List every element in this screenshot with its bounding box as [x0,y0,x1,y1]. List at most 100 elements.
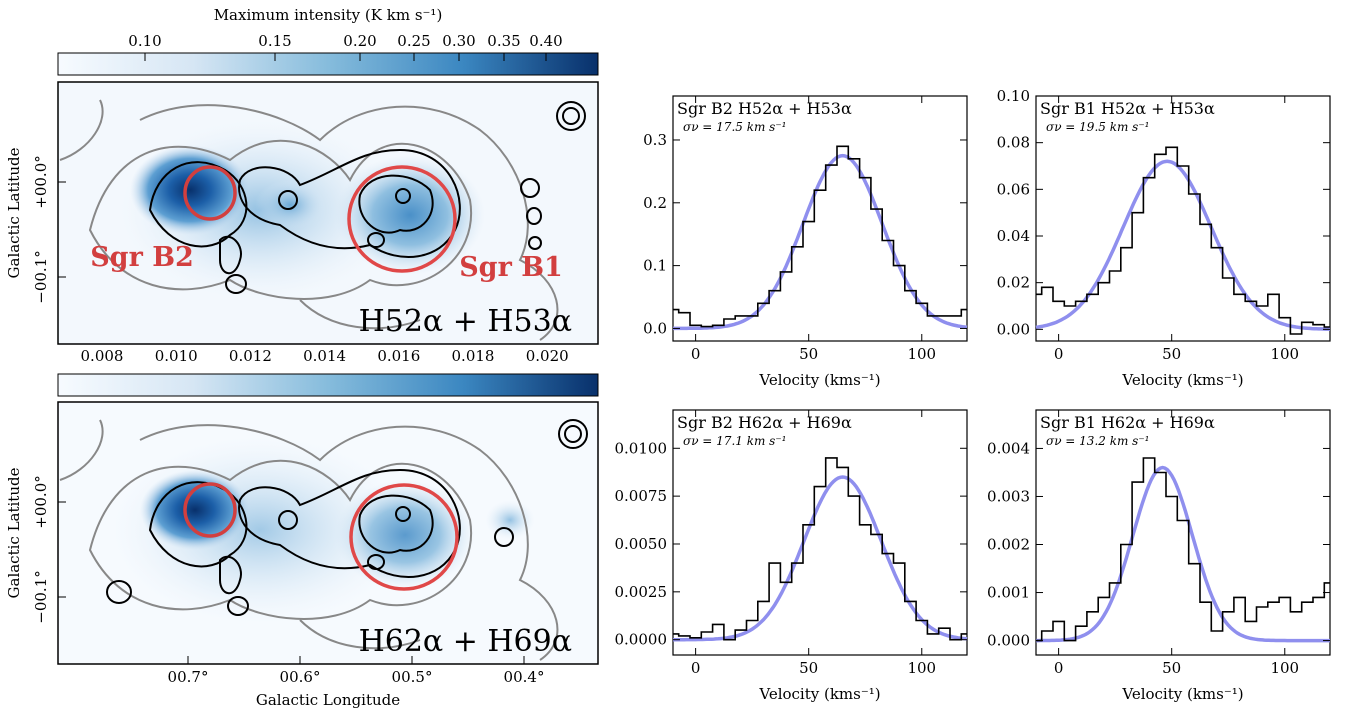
map-bottom-yticks: +00.0° −00.1° [32,475,66,624]
colorbar-top-tick-label: 0.20 [343,32,376,50]
colorbar-bottom-tick-label: 0.018 [452,347,495,365]
spectrum-histogram [673,145,967,328]
spectrum-title: Sgr B1 H62α + H69α [1040,413,1215,432]
spectra-panels: 0.0 0.1 0.2 0.3 0 50 100 Velocity (kms⁻¹) Sgr B2… [615,87,1331,703]
gaussian-fit-line [673,475,968,642]
colorbar-bottom-ticks-group: 0.008 0.010 0.012 0.014 0.016 0.018 0.020 [81,336,569,365]
sgr-b1-circle-bottom [349,483,459,591]
map-top-line-label: H52α + H53α [359,304,572,339]
spectrum-sigma: σν = 17.5 km s⁻¹ [683,120,786,134]
colorbar-bottom-tick-label: 0.020 [526,347,569,365]
colorbar-top-tick-label: 0.40 [529,32,562,50]
spectrum-ytick-label: 0.0100 [615,439,668,457]
map-top-yticks: +00.0° −00.1° [32,155,66,304]
spectrum-xtick-label: 0 [691,345,701,363]
spectrum-xlabel: Velocity (kms⁻¹) [1121,371,1243,389]
colorbar-bottom-tick-label: 0.012 [229,347,272,365]
sgr-b2-circle-bottom [183,482,237,538]
map-bottom-xticks: 00.7° 00.6° 00.5° 00.4° [168,656,545,686]
map-bottom: H62α + H69α Galactic Latitude +00.0° −00.… [5,401,599,709]
spectrum-panel: 0.00 0.02 0.04 0.06 0.08 0.10 0 50 100 Velocity (… [997,87,1331,389]
spectrum-frame [1035,409,1331,656]
beam-icon [556,101,586,131]
map-bottom-ylabel: Galactic Latitude [5,467,23,598]
colorbar-top-tick-label: 0.30 [442,32,475,50]
map-ytick-label: −00.1° [32,250,50,303]
spectrum-ytick-label: 0.3 [643,131,667,149]
colorbar-bottom-tick-label: 0.010 [155,347,198,365]
map-top-ylabel: Galactic Latitude [5,147,23,278]
spectrum-xtick-label: 0 [691,659,701,677]
map-top-image [58,82,598,344]
colorbar-bottom-tick-label: 0.014 [303,347,346,365]
spectrum-ytick-label: 0.02 [997,274,1030,292]
spectrum-panel: 0.0000 0.0025 0.0050 0.0075 0.0100 0 50 100 Velo… [615,409,968,703]
spectrum-ytick-label: 0.001 [987,584,1030,602]
spectrum-panel: 0.0 0.1 0.2 0.3 0 50 100 Velocity (kms⁻¹) Sgr B2… [643,95,968,389]
gaussian-fit-line [673,153,968,331]
spectrum-title: Sgr B2 H62α + H69α [677,413,852,432]
colorbar-top-tick-label: 0.10 [128,32,161,50]
spectrum-ytick-label: 0.06 [997,180,1030,198]
colorbar-bottom-ticks: 0.008 0.010 0.012 0.014 0.016 0.018 0.020 [81,336,569,365]
sgr-b1-circle [347,165,457,273]
spectrum-sigma: σν = 13.2 km s⁻¹ [1046,434,1149,448]
colorbar-bottom-tick-label: 0.016 [377,347,420,365]
colorbar-top-tick-label: 0.35 [487,32,520,50]
map-bottom-line-label: H62α + H69α [359,624,572,659]
spectrum-xtick-label: 100 [907,659,936,677]
spectrum-xlabel: Velocity (kms⁻¹) [758,685,880,703]
spectrum-panel: 0.000 0.001 0.002 0.003 0.004 0 50 100 Velocity … [987,409,1331,703]
sgr-b1-label: Sgr B1 [459,252,563,283]
spectrum-histogram [673,457,967,641]
gaussian-fit-line [1036,465,1330,643]
spectrum-xtick-label: 50 [1162,659,1181,677]
map-ytick-label: +00.0° [32,475,50,528]
spectrum-xtick-label: 100 [1270,345,1299,363]
spectrum-ytick-label: 0.002 [987,536,1030,554]
spectrum-ytick-label: 0.004 [987,439,1030,457]
colorbar-bottom-tick-label: 0.008 [81,347,124,365]
spectrum-ytick-label: 0.04 [997,227,1030,245]
colorbar-bottom [57,373,599,397]
sgr-b2-label: Sgr B2 [90,242,194,273]
spectrum-sigma: σν = 19.5 km s⁻¹ [1046,120,1149,134]
spectrum-ytick-label: 0.08 [997,134,1030,152]
map-xtick-label: 00.5° [392,668,433,686]
colorbar-top-ticks: 0.10 0.15 0.20 0.25 0.30 0.35 0.40 [128,32,563,61]
spectrum-xtick-label: 0 [1054,659,1064,677]
spectrum-ytick-label: 0.0000 [615,631,668,649]
spectrum-title: Sgr B1 H52α + H53α [1040,99,1215,118]
spectrum-ytick-label: 0.2 [643,194,667,212]
map-xtick-label: 00.4° [504,668,545,686]
spectrum-title: Sgr B2 H52α + H53α [677,99,852,118]
colorbar-top: Maximum intensity (K km s⁻¹) 0.10 0.15 0.2… [57,6,599,76]
colorbar-top-bar [57,52,599,76]
beam-icon-bottom [558,419,588,449]
spectrum-xtick-label: 50 [799,345,818,363]
map-top: H52α + H53α Sgr B2 Sgr B1 Galactic Latit… [5,81,599,345]
spectrum-xlabel: Velocity (kms⁻¹) [1121,685,1243,703]
spectrum-ytick-label: 0.000 [987,632,1030,650]
spectrum-xtick-label: 100 [907,345,936,363]
colorbar-label: Maximum intensity (K km s⁻¹) [214,6,443,24]
sgr-b2-circle [183,165,237,221]
map-top-frame [57,81,599,345]
spectrum-ytick-label: 0.1 [643,257,667,275]
colorbar-top-tick-label: 0.15 [258,32,291,50]
spectrum-sigma: σν = 17.1 km s⁻¹ [683,434,786,448]
colorbar-bottom-bar [57,373,599,397]
spectrum-histogram [1036,457,1330,642]
gaussian-fit-line [1035,159,1330,331]
map-bottom-image [58,402,598,664]
spectrum-ytick-label: 0.10 [997,87,1030,105]
spectrum-xlabel: Velocity (kms⁻¹) [758,371,880,389]
colorbar-top-tick-label: 0.25 [397,32,430,50]
map-ytick-label: −00.1° [32,570,50,623]
spectrum-xtick-label: 0 [1054,345,1064,363]
spectrum-ytick-label: 0.0075 [615,487,668,505]
spectrum-ytick-label: 0.0 [643,319,667,337]
map-xtick-label: 00.7° [168,668,209,686]
spectrum-ytick-label: 0.0050 [615,535,668,553]
